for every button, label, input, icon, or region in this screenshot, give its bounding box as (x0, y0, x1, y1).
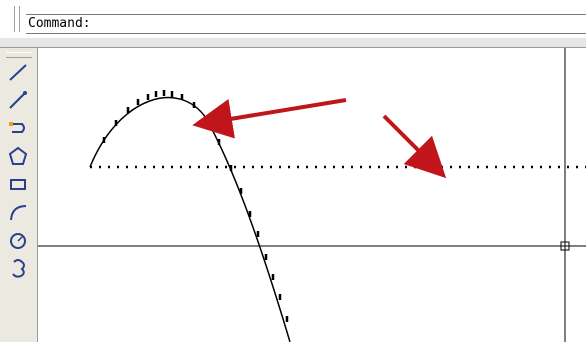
revision-cloud-icon (12, 259, 25, 278)
curve-tick-marks (102, 90, 289, 322)
drawing-svg (38, 48, 586, 342)
circle-icon (10, 233, 26, 249)
annotation-arrow-dotted-line (382, 114, 447, 179)
construction-line-icon (9, 91, 27, 109)
rectangle-tool-button[interactable] (4, 172, 32, 196)
drawing-canvas[interactable] (38, 48, 586, 342)
annotation-arrow-curve (192, 98, 347, 139)
circle-tool-button[interactable] (4, 228, 32, 252)
toolbar-grip[interactable] (6, 52, 32, 58)
arc-tool-button[interactable] (4, 200, 32, 224)
arc-icon (10, 205, 27, 221)
command-bar-separator (0, 38, 586, 48)
polygon-icon (8, 146, 28, 165)
polyline-icon (9, 122, 25, 133)
rectangle-icon (10, 179, 26, 190)
command-line-input[interactable]: Command: (26, 14, 586, 34)
construction-line-tool-button[interactable] (4, 88, 32, 112)
line-icon (9, 64, 27, 81)
polyline-tool-button[interactable] (4, 116, 32, 140)
line-tool-button[interactable] (4, 60, 32, 84)
command-bar-grip[interactable] (14, 6, 20, 32)
command-bar: Command: (0, 0, 586, 38)
curve-path (89, 96, 291, 342)
revision-cloud-tool-button[interactable] (4, 256, 32, 280)
polygon-tool-button[interactable] (4, 144, 32, 168)
command-prompt: Command: (28, 16, 91, 31)
draw-toolbar (0, 48, 38, 342)
